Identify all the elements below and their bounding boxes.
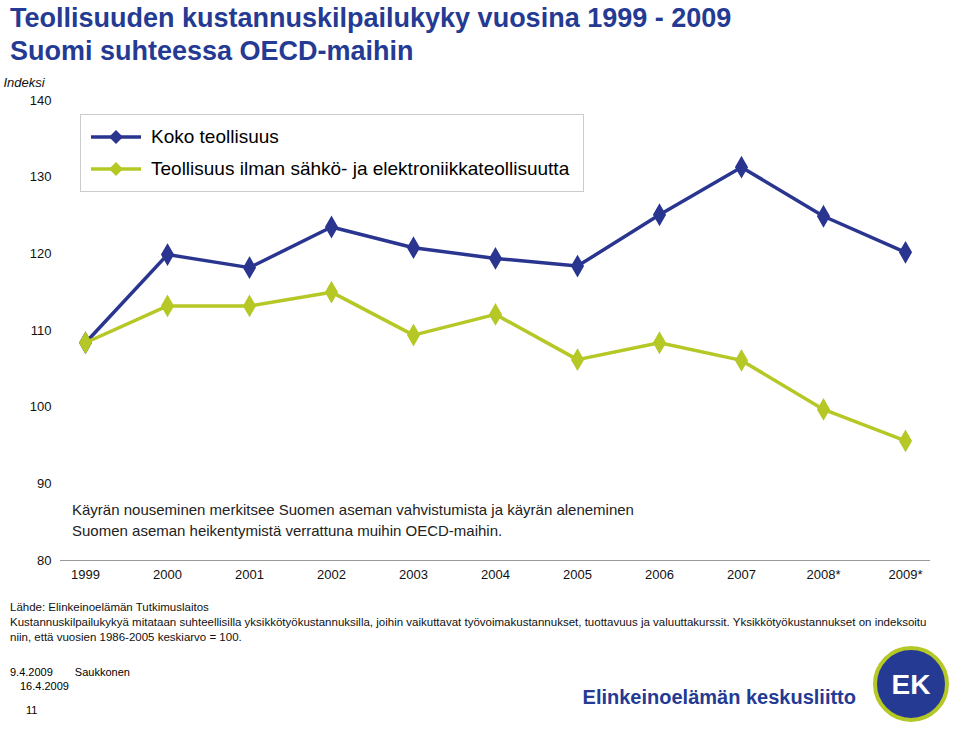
html-text:11: 11 — [26, 704, 38, 716]
svg-text:130: 130 — [30, 169, 52, 184]
svg-text:2000: 2000 — [153, 567, 182, 582]
html-text:Lähde: Elinkeinoelämän Tutkimu: Lähde: Elinkeinoelämän Tutkimuslaitos — [10, 601, 209, 613]
svg-text:80: 80 — [37, 553, 51, 568]
html-text:Koko teollisuus: Koko teollisuus — [151, 126, 279, 147]
html-text:Kustannuskilpailukykyä mitataa: Kustannuskilpailukykyä mitataan suhteell… — [10, 616, 927, 643]
html-text:Teollisuuden kustannuskilpailu: Teollisuuden kustannuskilpailukyky vuosi… — [10, 3, 732, 33]
svg-text:90: 90 — [37, 476, 51, 491]
svg-text:2002: 2002 — [317, 567, 346, 582]
svg-text:2004: 2004 — [481, 567, 510, 582]
svg-text:140: 140 — [30, 93, 52, 108]
html-text:9.4.2009 Saukkonen: 9.4.2009 Saukkonen — [10, 666, 130, 678]
svg-text:2007: 2007 — [727, 567, 756, 582]
svg-text:EK: EK — [892, 669, 931, 700]
svg-text:100: 100 — [30, 399, 52, 414]
svg-text:2009*: 2009* — [889, 567, 923, 582]
svg-text:120: 120 — [30, 246, 52, 261]
svg-text:2003: 2003 — [399, 567, 428, 582]
svg-text:1999: 1999 — [71, 567, 100, 582]
svg-text:Indeksi: Indeksi — [4, 75, 46, 90]
html-text:16.4.2009: 16.4.2009 — [20, 680, 69, 692]
svg-text:2008*: 2008* — [807, 567, 841, 582]
html-text:Teollisuus ilman sähkö- ja ele: Teollisuus ilman sähkö- ja elektroniikka… — [151, 158, 570, 179]
html-text:Elinkeinoelämän keskusliitto: Elinkeinoelämän keskusliitto — [582, 686, 856, 708]
html-text:Suomi suhteessa OECD-maihin: Suomi suhteessa OECD-maihin — [10, 36, 414, 66]
svg-text:2005: 2005 — [563, 567, 592, 582]
svg-text:2006: 2006 — [645, 567, 674, 582]
svg-text:2001: 2001 — [235, 567, 264, 582]
svg-text:110: 110 — [31, 323, 52, 338]
html-text:Käyrän nouseminen merkitsee Su: Käyrän nouseminen merkitsee Suomen asema… — [72, 501, 634, 539]
